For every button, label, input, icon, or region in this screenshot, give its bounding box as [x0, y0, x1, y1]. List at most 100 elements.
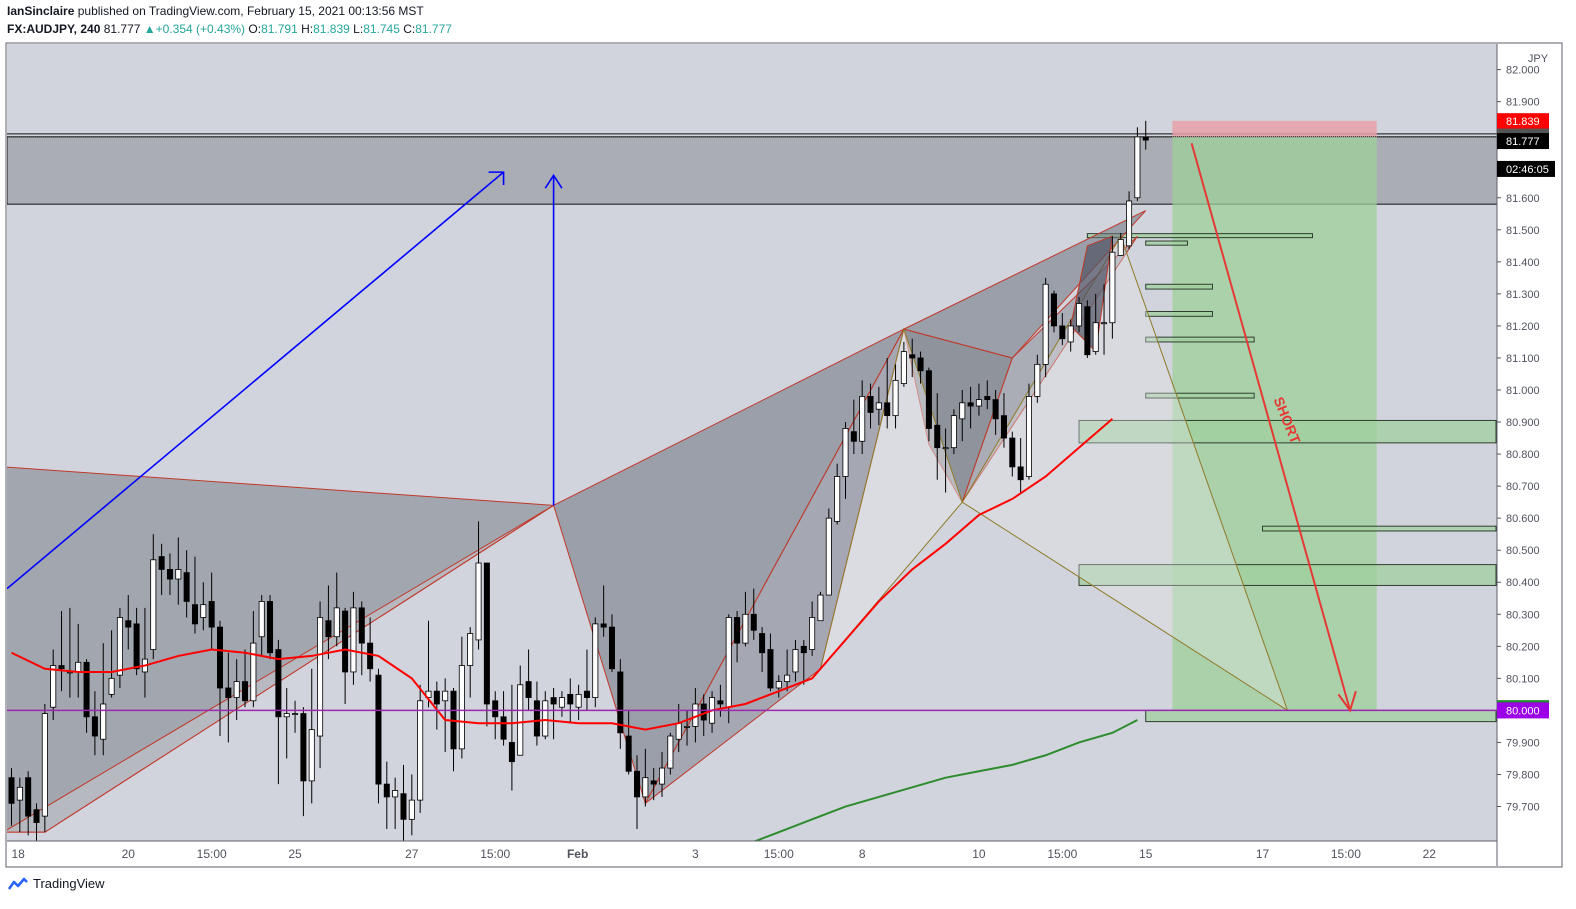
candle[interactable] [308, 668, 315, 804]
candle[interactable] [150, 534, 157, 660]
candle[interactable] [600, 585, 607, 637]
candle[interactable] [1042, 277, 1049, 378]
candle[interactable] [392, 777, 399, 829]
candle[interactable] [1017, 438, 1024, 493]
blue-projection-arrow[interactable] [7, 171, 505, 590]
candle[interactable] [275, 639, 282, 785]
stop-loss-zone[interactable] [1172, 120, 1377, 137]
candle[interactable] [667, 732, 674, 775]
candle[interactable] [383, 761, 390, 829]
candle[interactable] [325, 585, 332, 660]
candle[interactable] [500, 691, 507, 746]
candle[interactable] [842, 422, 849, 499]
candle[interactable] [909, 338, 916, 378]
candle[interactable] [558, 691, 565, 717]
candle[interactable] [634, 755, 641, 829]
candle[interactable] [942, 428, 949, 493]
candle[interactable] [1051, 290, 1058, 333]
candle[interactable] [717, 684, 724, 717]
candle[interactable] [1034, 354, 1041, 403]
candle[interactable] [492, 691, 499, 740]
candle[interactable] [408, 774, 415, 836]
candle[interactable] [508, 684, 515, 791]
candle[interactable] [984, 380, 991, 410]
candle[interactable] [158, 543, 165, 596]
candle[interactable] [108, 630, 115, 698]
candle[interactable] [8, 768, 15, 826]
candle[interactable] [125, 595, 132, 650]
candle[interactable] [792, 639, 799, 682]
candle[interactable] [650, 768, 657, 801]
candle[interactable] [175, 537, 182, 605]
candle[interactable] [242, 649, 249, 708]
candle[interactable] [216, 620, 223, 737]
candle[interactable] [750, 588, 757, 640]
candle[interactable] [50, 649, 57, 721]
candle[interactable] [300, 707, 307, 817]
candle[interactable] [1126, 191, 1133, 250]
candle[interactable] [16, 777, 23, 833]
candle[interactable] [166, 553, 173, 596]
candle[interactable] [734, 611, 741, 663]
candle[interactable] [825, 508, 832, 596]
candle[interactable] [183, 550, 190, 618]
candle[interactable] [850, 399, 857, 455]
candle[interactable] [959, 390, 966, 442]
candle[interactable] [1025, 383, 1032, 480]
candle[interactable] [1067, 319, 1074, 352]
zone-box[interactable] [1145, 336, 1255, 343]
candle[interactable] [358, 601, 365, 676]
candle[interactable] [58, 611, 65, 692]
candle[interactable] [617, 659, 624, 749]
candle[interactable] [433, 681, 440, 730]
candle[interactable] [100, 643, 107, 756]
candle[interactable] [442, 678, 449, 753]
candle[interactable] [1000, 393, 1007, 448]
candle[interactable] [567, 678, 574, 724]
footer-brand[interactable]: TradingView [33, 876, 105, 891]
candle[interactable] [1101, 284, 1108, 355]
candle[interactable] [208, 572, 215, 650]
candle[interactable] [116, 607, 123, 688]
candle[interactable] [342, 607, 349, 704]
candle[interactable] [1084, 300, 1091, 358]
candle[interactable] [475, 521, 482, 650]
candle[interactable] [483, 562, 490, 727]
candle[interactable] [458, 636, 465, 759]
price-axis-bg[interactable] [1497, 44, 1561, 866]
candle[interactable] [533, 681, 540, 746]
candle[interactable] [91, 691, 98, 756]
short-arrow[interactable] [1190, 143, 1352, 711]
candle[interactable] [1076, 297, 1083, 333]
candle[interactable] [759, 627, 766, 672]
candle[interactable] [592, 617, 599, 708]
time-axis-bg[interactable] [7, 841, 1497, 866]
candle[interactable] [1109, 236, 1116, 339]
candle[interactable] [333, 572, 340, 647]
candle[interactable] [550, 687, 557, 740]
candle[interactable] [817, 591, 824, 622]
candle[interactable] [375, 668, 382, 804]
zone-box[interactable] [1262, 525, 1497, 532]
candle[interactable] [1134, 127, 1141, 201]
candle[interactable] [934, 393, 941, 480]
candle[interactable] [992, 390, 999, 435]
candle[interactable] [875, 386, 882, 426]
candle[interactable] [1059, 313, 1066, 346]
candle[interactable] [133, 607, 140, 676]
candle[interactable] [975, 383, 982, 416]
candle[interactable] [775, 675, 782, 698]
candle[interactable] [925, 367, 932, 442]
candle[interactable] [900, 341, 907, 387]
zone-box[interactable] [1086, 233, 1314, 239]
candle[interactable] [41, 703, 48, 833]
candle[interactable] [350, 591, 357, 685]
ma-short-line[interactable] [11, 418, 1114, 731]
candle[interactable] [767, 633, 774, 692]
zone-box[interactable] [1078, 419, 1497, 444]
candle[interactable] [892, 364, 899, 429]
ma-long-line[interactable] [753, 719, 1138, 842]
candle[interactable] [467, 627, 474, 698]
candle[interactable] [800, 639, 807, 685]
candle[interactable] [250, 611, 257, 708]
